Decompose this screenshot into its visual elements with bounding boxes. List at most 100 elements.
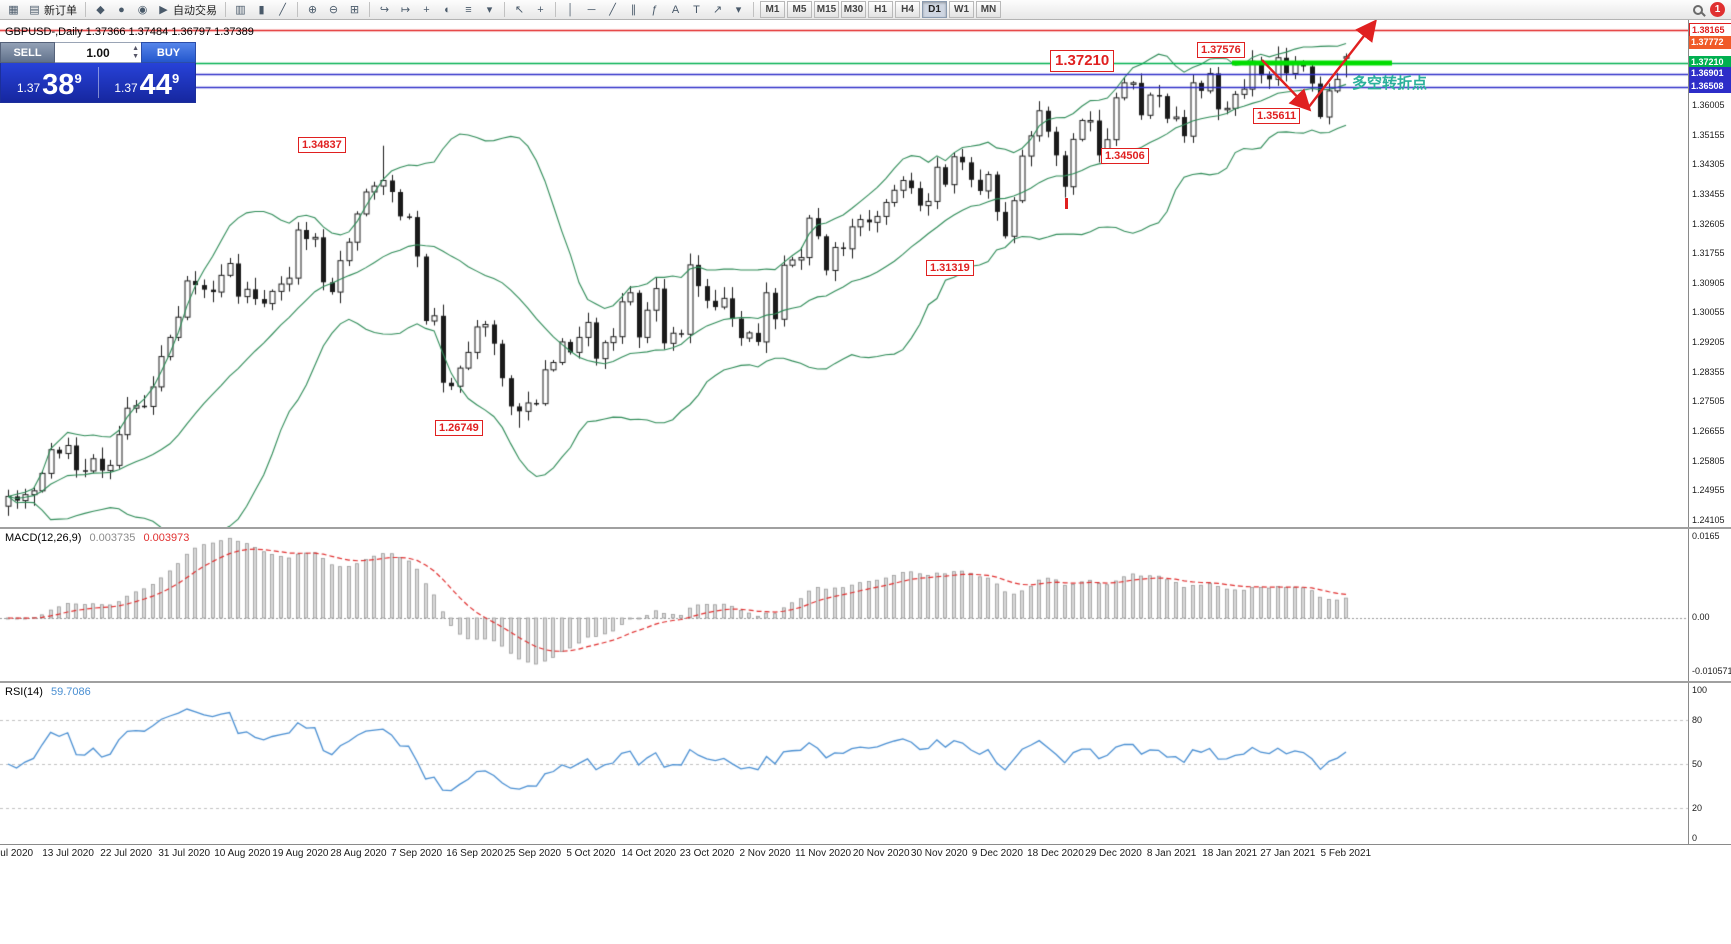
horizontal-line-button[interactable]: ─ [581, 1, 602, 19]
zoom-out-button[interactable]: ⊖ [323, 1, 344, 19]
timeframe-m30-button[interactable]: M30 [841, 1, 866, 18]
macd-panel-splitter[interactable] [0, 527, 1731, 529]
candle-chart-button[interactable]: ▮ [251, 1, 272, 19]
rsi-panel-splitter[interactable] [0, 681, 1731, 683]
timeframe-h4-button[interactable]: H4 [895, 1, 920, 18]
buy-price-prefix: 1.37 [114, 81, 138, 95]
timeframe-d1-button[interactable]: D1 [922, 1, 947, 18]
annotation-price-label[interactable]: 1.26749 [435, 420, 483, 436]
line-chart-button[interactable]: ╱ [272, 1, 293, 19]
date-label: 29 Dec 2020 [1085, 848, 1142, 859]
rsi-label: RSI(14) [5, 686, 43, 698]
template-dropdown-button[interactable]: ▾ [479, 1, 500, 19]
date-label: 5 Oct 2020 [566, 848, 616, 859]
annotation-price-label[interactable]: 1.37210 [1050, 50, 1115, 72]
rsi-panel: RSI(14) 59.7086 100 80 50 20 0 [0, 683, 1731, 844]
timeframe-w1-button[interactable]: W1 [949, 1, 974, 18]
red-mark-object[interactable] [1065, 198, 1068, 209]
annotation-price-label[interactable]: 1.34837 [298, 137, 346, 153]
price-tick-label: 1.28355 [1692, 366, 1725, 377]
price-tick-label: 1.25805 [1692, 455, 1725, 466]
period-button[interactable]: ◐ [437, 1, 458, 19]
cursor-button[interactable]: ↖ [509, 1, 530, 19]
annotation-price-label[interactable]: 1.31319 [926, 260, 974, 276]
one-click-trading-panel: SELL 1.00 ▲ ▼ BUY 1.37 38 9 [0, 42, 196, 103]
fibonacci-icon: ƒ [651, 3, 658, 16]
navigator-button[interactable]: ● [111, 1, 132, 19]
buy-button[interactable]: BUY [141, 42, 196, 63]
zoom-in-button[interactable]: ⊕ [302, 1, 323, 19]
buy-price-display[interactable]: 1.37 44 9 [99, 63, 196, 102]
crosshair-button[interactable]: + [530, 1, 551, 19]
channel-button[interactable]: ∥ [623, 1, 644, 19]
time-axis[interactable]: 1 Jul 2020 13 Jul 2020 22 Jul 2020 31 Jul 2… [0, 844, 1731, 862]
date-label: 31 Jul 2020 [158, 848, 211, 859]
price-tick-label: 1.30055 [1692, 307, 1725, 318]
date-label: 10 Aug 2020 [214, 848, 271, 859]
macd-canvas[interactable] [0, 529, 1688, 681]
add-indicator-button[interactable]: + [416, 1, 437, 19]
macd-value: 0.003735 [89, 532, 136, 544]
search-icon[interactable] [1693, 4, 1703, 15]
vertical-line-button[interactable]: │ [560, 1, 581, 19]
chart-window-button[interactable]: ▦ [3, 1, 24, 19]
template-button[interactable]: ≡ [458, 1, 479, 19]
objects-dropdown-button[interactable]: ▾ [728, 1, 749, 19]
autotrading-button-label: 自动交易 [173, 4, 217, 17]
rsi-value: 59.7086 [50, 686, 91, 698]
objects-dropdown-icon: ▾ [735, 3, 742, 16]
notification-badge[interactable]: 1 [1710, 2, 1725, 17]
new-order-button[interactable]: ▤ 新订单 [24, 1, 81, 19]
volume-input[interactable]: 1.00 ▲ ▼ [55, 42, 141, 63]
tile-windows-button[interactable]: ⊞ [344, 1, 365, 19]
crosshair-icon: + [537, 3, 544, 16]
timeframe-m1-button[interactable]: M1 [760, 1, 785, 18]
rsi-axis[interactable]: 100 80 50 20 0 [1688, 683, 1731, 844]
date-label: 9 Dec 2020 [971, 848, 1023, 859]
price-tick-label: 1.32605 [1692, 218, 1725, 229]
toolbar-separator [555, 2, 556, 17]
annotation-price-label[interactable]: 1.37576 [1197, 42, 1245, 58]
macd-axis[interactable]: 0.0165 0.00 -0.010571 [1688, 529, 1731, 681]
toolbar-separator [753, 2, 754, 17]
timeframe-h1-button[interactable]: H1 [868, 1, 893, 18]
label-button[interactable]: T [686, 1, 707, 19]
annotation-price-label[interactable]: 1.34506 [1101, 148, 1149, 164]
date-label: 8 Jan 2021 [1146, 848, 1197, 859]
autotrading-button[interactable]: ▶ 自动交易 [153, 1, 221, 19]
trendline-button[interactable]: ╱ [602, 1, 623, 19]
volume-up-button[interactable]: ▲ [132, 44, 139, 52]
toolbar-separator [85, 2, 86, 17]
macd-panel: MACD(12,26,9) 0.003735 0.003973 0.0165 0.… [0, 529, 1731, 681]
fibonacci-button[interactable]: ƒ [644, 1, 665, 19]
chart-shift-button[interactable]: ↦ [395, 1, 416, 19]
market-watch-button[interactable]: ◆ [90, 1, 111, 19]
sell-button[interactable]: SELL [0, 42, 55, 63]
timeframe-m5-button[interactable]: M5 [787, 1, 812, 18]
text-button[interactable]: A [665, 1, 686, 19]
price-axis[interactable]: 1.36005 1.35155 1.34305 1.33455 1.32605 1.317… [1688, 20, 1731, 527]
macd-scale-label: 0.00 [1692, 612, 1710, 622]
price-chart-canvas[interactable] [0, 20, 1688, 527]
timeframe-m15-button[interactable]: M15 [814, 1, 839, 18]
price-level-tag: 1.37772 [1689, 36, 1731, 50]
date-label: 22 Jul 2020 [100, 848, 153, 859]
chinese-annotation-text[interactable]: 多空转折点 [1352, 75, 1428, 92]
terminal-button[interactable]: ◉ [132, 1, 153, 19]
label-icon: T [693, 3, 700, 16]
auto-scroll-button[interactable]: ↪ [374, 1, 395, 19]
annotation-price-label[interactable]: 1.35611 [1253, 108, 1301, 124]
date-label: 2 Nov 2020 [739, 848, 791, 859]
bar-chart-button[interactable]: ▥ [230, 1, 251, 19]
rsi-canvas[interactable] [0, 683, 1688, 844]
arrows-button[interactable]: ↗ [707, 1, 728, 19]
price-tick-label: 1.24955 [1692, 485, 1725, 496]
toolbar-right-cluster: 1 [1693, 2, 1728, 17]
zoom-in-icon: ⊕ [307, 3, 318, 16]
date-label: 20 Nov 2020 [852, 848, 910, 859]
volume-down-button[interactable]: ▼ [132, 52, 139, 60]
rsi-header: RSI(14) 59.7086 [5, 686, 91, 698]
timeframe-mn-button[interactable]: MN [976, 1, 1001, 18]
rsi-scale-label: 50 [1692, 759, 1703, 769]
sell-price-display[interactable]: 1.37 38 9 [1, 63, 98, 102]
